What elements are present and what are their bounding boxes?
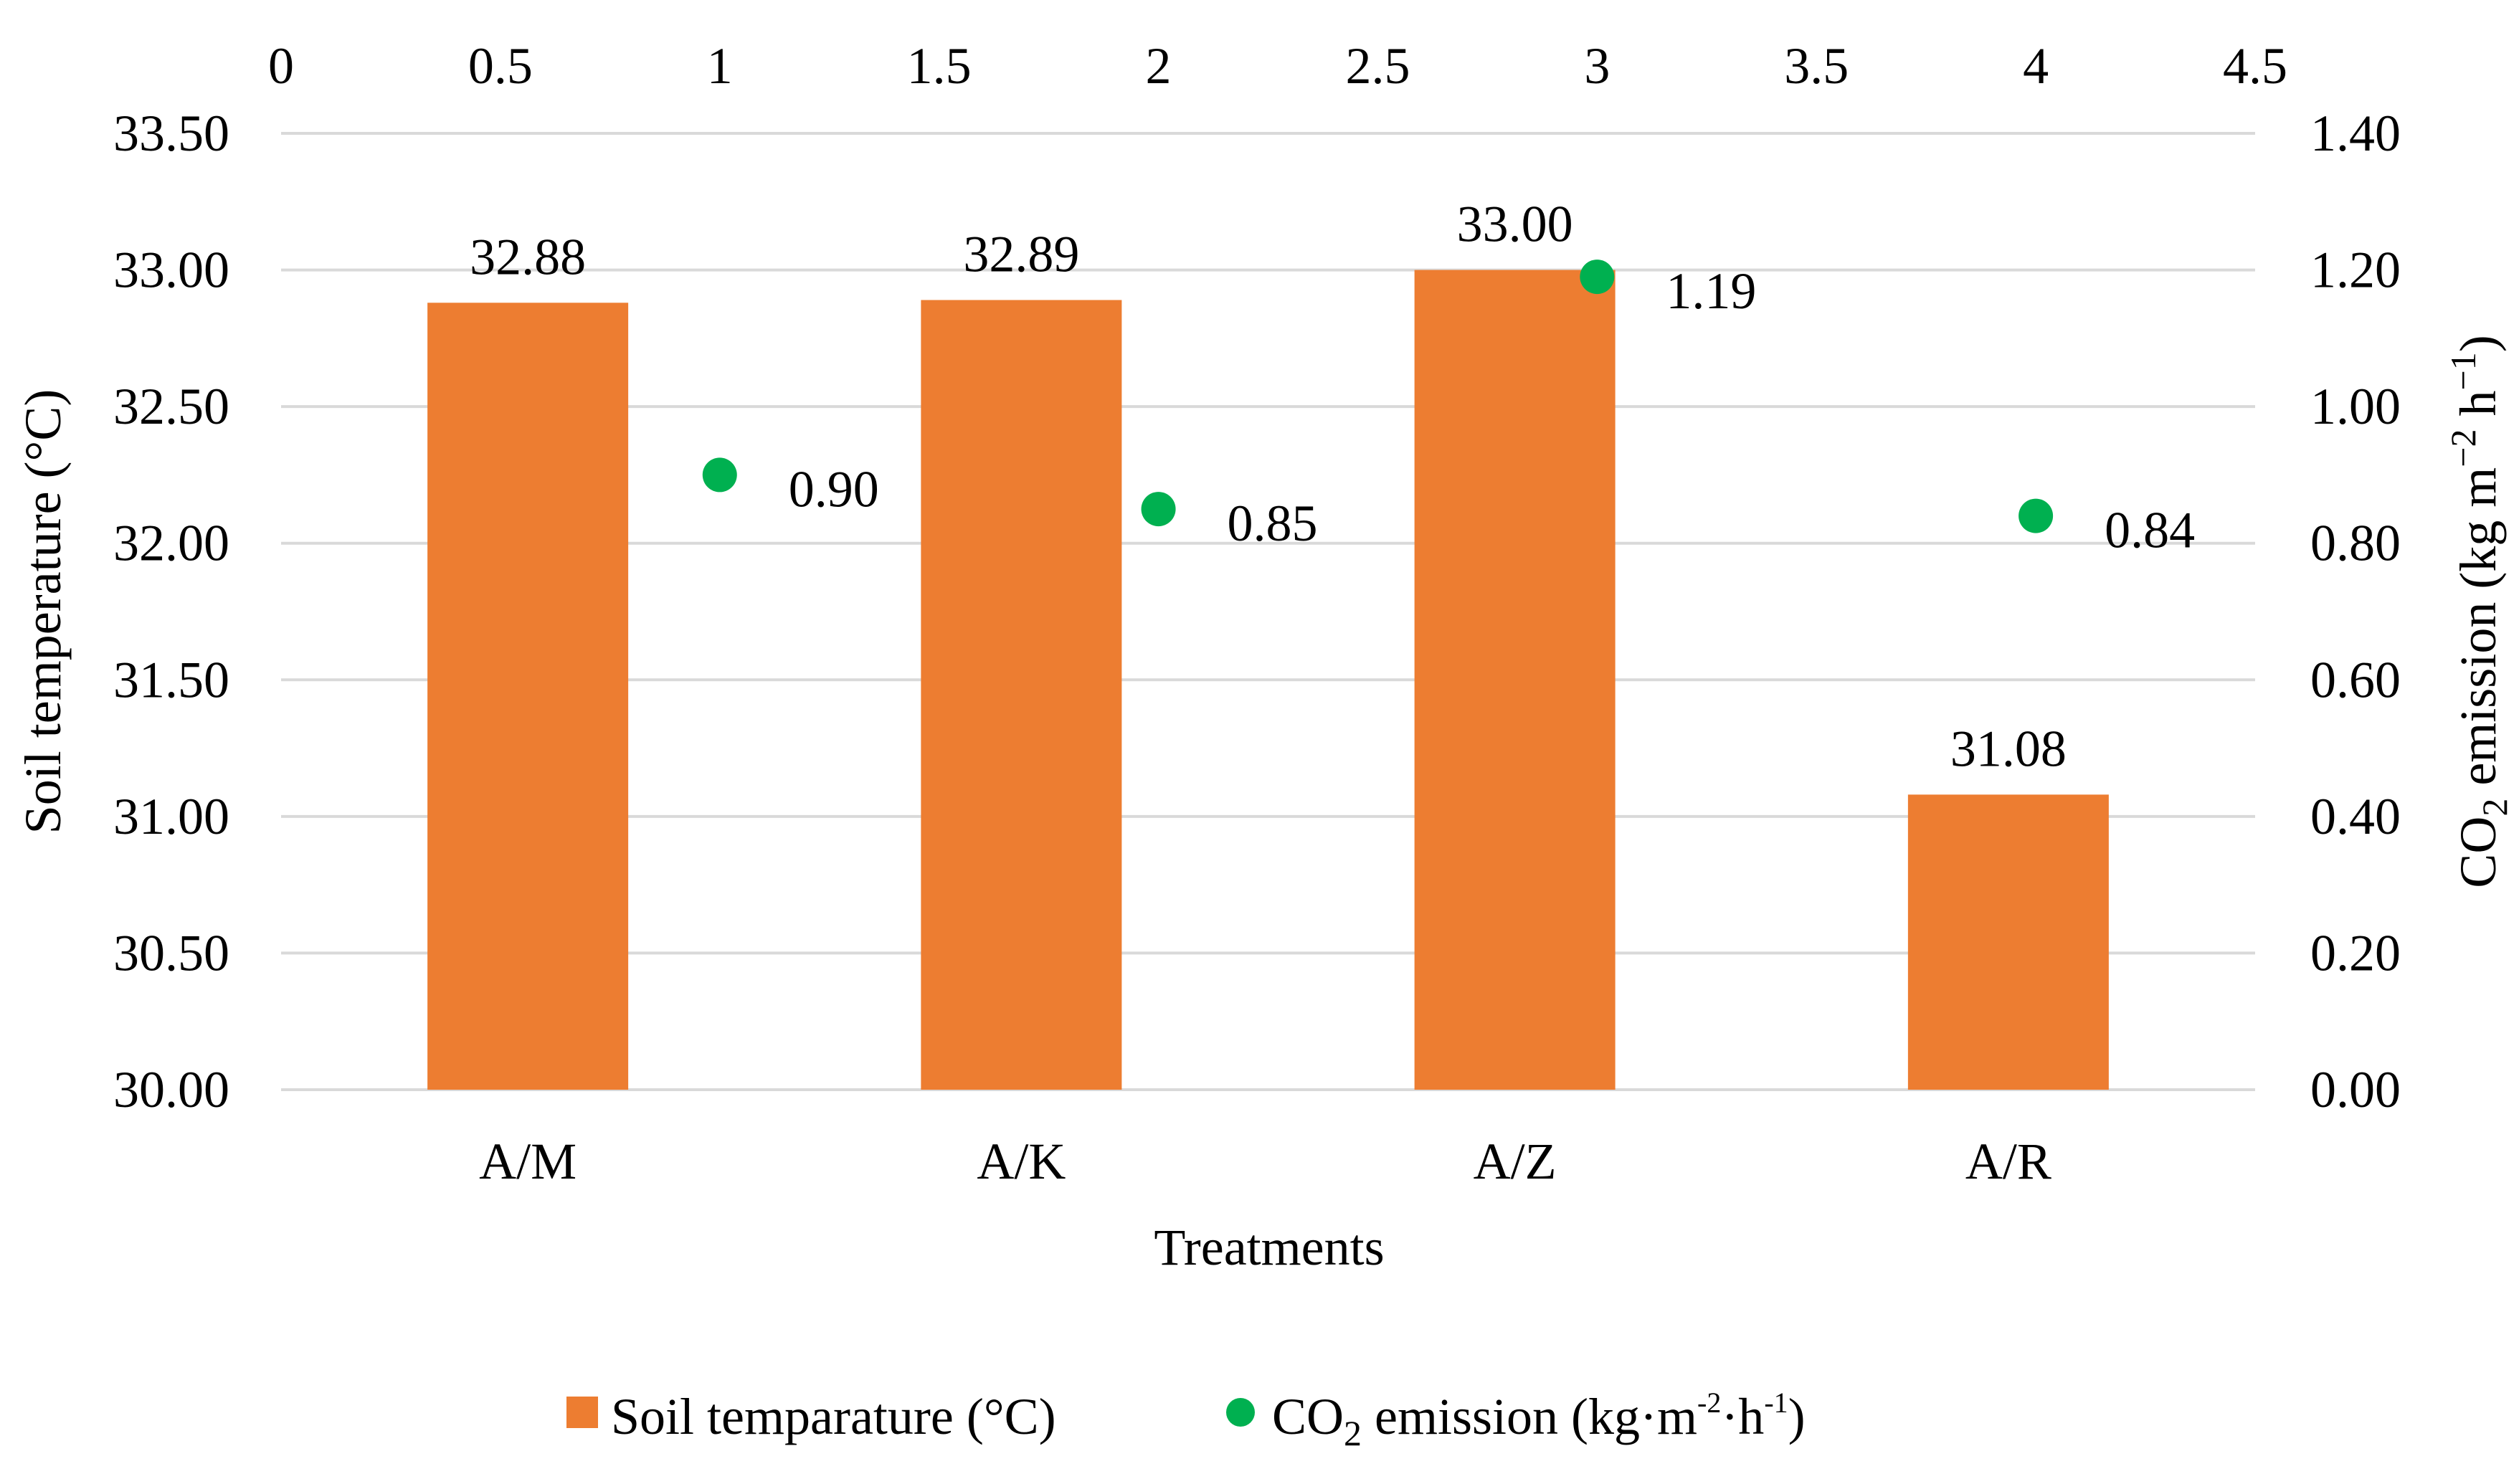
bar-a-k <box>921 300 1122 1090</box>
y-left-tick-label: 30.00 <box>113 1061 229 1118</box>
y-right-tick-label: 0.80 <box>2310 515 2401 572</box>
y-right-tick-label: 1.40 <box>2310 105 2401 162</box>
bar-a-z <box>1414 270 1616 1090</box>
co2-point <box>1580 260 1615 295</box>
y-right-tick-label: 0.00 <box>2310 1061 2401 1118</box>
y-right-tick-label: 0.40 <box>2310 788 2401 845</box>
bar-data-label: 31.08 <box>1950 720 2067 777</box>
legend-bar-label: Soil temparature (°C) <box>611 1388 1056 1445</box>
y-left-tick-label: 32.50 <box>113 378 229 435</box>
y-right-tick-label: 0.60 <box>2310 651 2401 708</box>
legend-dot-swatch <box>1226 1398 1255 1427</box>
category-label: A/K <box>977 1133 1066 1190</box>
y-left-tick-label: 32.00 <box>113 515 229 572</box>
y-right-tick-label: 0.20 <box>2310 924 2401 981</box>
co2-data-label: 0.90 <box>789 460 879 518</box>
x-top-tick-label: 0 <box>268 37 294 95</box>
x-top-tick-label: 4.5 <box>2223 37 2287 95</box>
co2-data-label: 0.85 <box>1228 495 1318 552</box>
y-right-tick-label: 1.00 <box>2310 378 2401 435</box>
x-top-tick-label: 1 <box>707 37 733 95</box>
x-top-tick-label: 1.5 <box>907 37 972 95</box>
x-top-tick-label: 2 <box>1146 37 1172 95</box>
y-left-tick-label: 33.00 <box>113 242 229 299</box>
legend-bar-swatch <box>566 1397 598 1428</box>
y-left-axis-title: Soil temperature (°C) <box>14 389 72 834</box>
category-label: A/Z <box>1474 1133 1557 1190</box>
co2-data-label: 1.19 <box>1666 262 1756 320</box>
co2-point <box>2018 498 2054 533</box>
y-right-tick-label: 1.20 <box>2310 242 2401 299</box>
category-label: A/M <box>479 1133 577 1190</box>
bar-a-m <box>427 303 629 1090</box>
co2-point <box>702 457 737 493</box>
x-top-tick-label: 4 <box>2023 37 2049 95</box>
co2-point <box>1141 492 1176 527</box>
category-label: A/R <box>1965 1133 2051 1190</box>
bar-data-label: 32.89 <box>963 225 1079 282</box>
x-top-tick-label: 3.5 <box>1784 37 1849 95</box>
y-left-tick-label: 31.50 <box>113 651 229 708</box>
x-top-tick-label: 2.5 <box>1345 37 1410 95</box>
x-axis-title: Treatments <box>1154 1219 1384 1276</box>
bar-data-label: 32.88 <box>470 228 586 285</box>
y-right-axis-title: CO2 emission (kg m−2 h−1) <box>2443 335 2515 888</box>
bar-a-r <box>1907 794 2109 1090</box>
x-top-tick-label: 0.5 <box>468 37 533 95</box>
y-left-tick-label: 33.50 <box>113 105 229 162</box>
bar-data-label: 33.00 <box>1457 196 1573 253</box>
y-left-tick-label: 31.00 <box>113 788 229 845</box>
y-left-tick-label: 30.50 <box>113 924 229 981</box>
legend-dot-label: CO2 emission (kg·m-2·h-1) <box>1272 1387 1806 1453</box>
x-top-tick-label: 3 <box>1584 37 1610 95</box>
co2-data-label: 0.84 <box>2105 502 2195 559</box>
